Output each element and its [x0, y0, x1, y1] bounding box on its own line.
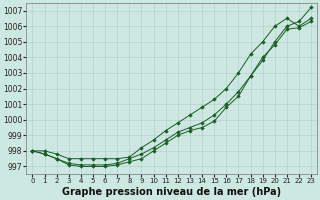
X-axis label: Graphe pression niveau de la mer (hPa): Graphe pression niveau de la mer (hPa) — [62, 187, 281, 197]
